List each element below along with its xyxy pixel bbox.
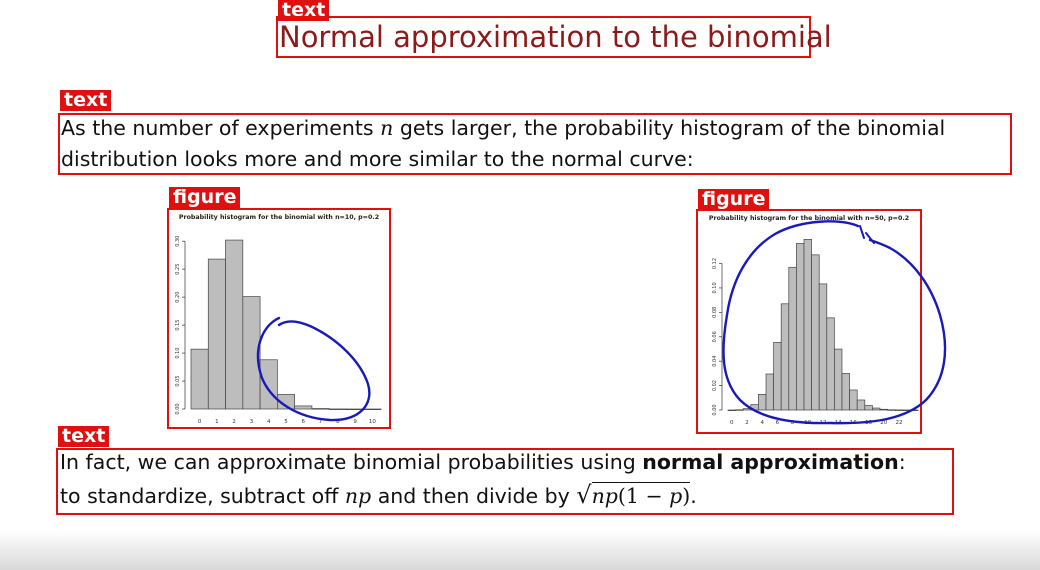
y-tick-label: 0.15: [175, 320, 181, 331]
sqrt-symbol: √: [576, 481, 592, 509]
intro-line-1: As the number of experiments n gets larg…: [61, 116, 946, 140]
var-n: n: [380, 116, 394, 140]
x-tick-label: 20: [880, 420, 887, 426]
approx-line-2: to standardize, subtract off np and then…: [60, 480, 906, 512]
intro-line-2: distribution looks more and more similar…: [61, 147, 694, 171]
x-tick-label: 3: [250, 419, 254, 425]
ink-tick-stroke: [859, 225, 875, 244]
figure2-region-box: [696, 209, 922, 434]
figure2-region-tag: figure: [698, 189, 770, 210]
y-tick-label: 0.08: [712, 307, 718, 318]
x-tick-label: 6: [302, 419, 306, 425]
approx-paragraph: In fact, we can approximate binomial pro…: [60, 447, 906, 512]
x-tick-label: 4: [760, 420, 764, 426]
x-tick-label: 22: [896, 420, 903, 426]
y-tick-label: 0.00: [712, 404, 718, 415]
para1-region-box: [58, 113, 1012, 175]
para2-region-tag: text: [58, 426, 110, 447]
intro-paragraph: As the number of experiments n gets larg…: [61, 113, 945, 175]
x-tick-label: 4: [267, 419, 271, 425]
x-tick-label: 8: [791, 420, 795, 426]
histogram-bar: [242, 296, 261, 410]
bottom-shadow-bar: [0, 530, 1040, 570]
y-tick-label: 0.25: [175, 264, 181, 275]
y-tick-label: 0.10: [712, 282, 718, 293]
title-region-box: [276, 16, 811, 58]
ink-circle-tail: [256, 316, 371, 422]
x-tick-label: 0: [730, 420, 734, 426]
chart-title: Probability histogram for the binomial w…: [709, 215, 909, 222]
y-tick-label: 0.04: [712, 356, 718, 367]
histogram-bar: [294, 405, 313, 410]
approx-line-1: In fact, we can approximate binomial pro…: [60, 450, 906, 474]
histogram-bar: [277, 394, 295, 410]
x-tick-label: 5: [284, 419, 288, 425]
y-tick-label: 0.06: [712, 331, 718, 342]
x-tick-label: 2: [745, 420, 749, 426]
y-tick-label: 0.00: [175, 403, 181, 414]
sqrt-expression: √np(1 − p): [576, 481, 691, 509]
para2-region-box: [56, 448, 954, 515]
slide-title: Normal approximation to the binomial: [279, 20, 832, 54]
x-tick-label: 1: [215, 419, 219, 425]
y-tick-label: 0.10: [175, 347, 181, 358]
title-region-tag: text: [278, 0, 330, 21]
approx-term: normal approximation: [642, 450, 899, 474]
x-tick-label: 0: [198, 419, 202, 425]
histogram-bar: [856, 399, 866, 411]
y-tick-label: 0.30: [175, 236, 181, 247]
y-tick-label: 0.12: [712, 258, 718, 269]
ink-bell-outline: [722, 220, 947, 425]
chart-title: Probability histogram for the binomial w…: [179, 214, 379, 221]
x-tick-label: 6: [776, 420, 780, 426]
x-tick-label: 10: [369, 419, 376, 425]
x-tick-label: 8: [336, 419, 340, 425]
y-tick-label: 0.02: [712, 380, 718, 391]
figure1-region-tag: figure: [169, 187, 241, 208]
x-tick-label: 9: [353, 419, 357, 425]
var-np: np: [344, 484, 372, 508]
y-tick-label: 0.05: [175, 375, 181, 386]
x-tick-label: 7: [319, 419, 323, 425]
x-tick-label: 2: [232, 419, 236, 425]
figure1-region-box: [167, 208, 391, 429]
y-tick-label: 0.20: [175, 292, 181, 303]
para1-region-tag: text: [60, 90, 112, 111]
